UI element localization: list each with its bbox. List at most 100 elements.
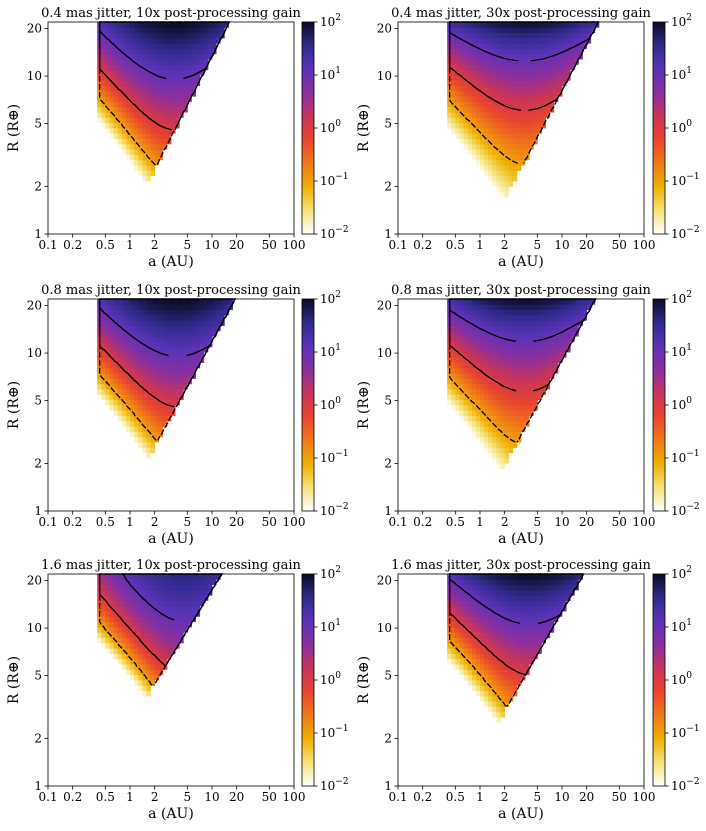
heatmap-cell: [496, 346, 501, 353]
colorbar-tick-label: 10−2: [671, 502, 700, 518]
heatmap-cell: [138, 589, 143, 596]
heatmap-cell: [467, 399, 473, 406]
heatmap-cell: [471, 389, 477, 395]
x-tick-label: 0.1: [38, 238, 57, 252]
heatmap-cell: [459, 64, 464, 71]
heatmap-cell: [447, 383, 452, 390]
heatmap-cell: [212, 314, 217, 321]
heatmap-cell: [508, 22, 514, 28]
heatmap-cell: [480, 632, 485, 638]
heatmap-cell: [146, 117, 151, 124]
heatmap-cell: [179, 621, 184, 628]
heatmap-cell: [158, 627, 164, 633]
heatmap-cell: [203, 346, 209, 353]
heatmap-cell: [537, 394, 542, 401]
heatmap-cell: [480, 722, 485, 729]
heatmap-cell: [504, 159, 510, 166]
heatmap-cell: [525, 69, 530, 76]
heatmap-cell: [496, 59, 501, 65]
heatmap-cell: [142, 165, 147, 171]
heatmap-cell: [175, 85, 180, 92]
heatmap-cell: [504, 632, 510, 638]
heatmap-cell: [101, 175, 106, 182]
heatmap-cell: [134, 685, 139, 691]
heatmap-cell: [187, 579, 192, 585]
heatmap-cell: [578, 574, 583, 580]
heatmap-cell: [179, 106, 184, 113]
heatmap-cell: [142, 320, 147, 326]
heatmap-cell: [154, 584, 160, 591]
heatmap-cell: [475, 685, 481, 691]
heatmap-cell: [191, 80, 196, 86]
heatmap-cell: [162, 320, 168, 326]
heatmap-cell: [475, 463, 481, 469]
heatmap-cell: [516, 574, 522, 580]
heatmap-cell: [447, 399, 452, 406]
heatmap-cell: [113, 32, 119, 39]
heatmap-cell: [142, 22, 147, 28]
heatmap-cell: [105, 330, 110, 337]
heatmap-cell: [97, 106, 102, 113]
heatmap-cell: [154, 59, 160, 65]
heatmap-cell: [521, 53, 526, 60]
heatmap-cell: [130, 664, 135, 670]
heatmap-cell: [109, 642, 114, 649]
heatmap-cell: [529, 389, 534, 395]
heatmap-cell: [191, 584, 196, 591]
heatmap-cell: [480, 405, 485, 411]
heatmap-cell: [475, 75, 481, 81]
heatmap-cell: [125, 399, 131, 406]
heatmap-cell: [166, 373, 172, 379]
y-tick-label: 2: [384, 179, 392, 193]
heatmap-cell: [154, 405, 160, 411]
heatmap-cell: [121, 32, 127, 39]
heatmap-cell: [179, 611, 184, 617]
heatmap-cell: [125, 616, 131, 623]
heatmap-cell: [488, 442, 493, 448]
heatmap-cell: [125, 341, 131, 348]
heatmap-cell: [125, 304, 131, 310]
heatmap-cell: [488, 579, 493, 585]
heatmap-cell: [203, 32, 209, 39]
heatmap-cell: [105, 223, 110, 230]
heatmap-cell: [566, 53, 571, 60]
heatmap-cell: [158, 595, 164, 601]
heatmap-cell: [130, 642, 135, 649]
heatmap-cell: [113, 149, 119, 155]
heatmap-cell: [578, 27, 583, 33]
heatmap-cell: [175, 53, 180, 60]
heatmap-cell: [537, 621, 542, 628]
heatmap-cell: [105, 579, 110, 585]
heatmap-cell: [521, 22, 526, 28]
heatmap-cell: [166, 53, 172, 60]
heatmap-cell: [109, 159, 114, 166]
heatmap-cell: [463, 175, 469, 182]
heatmap-cell: [117, 149, 123, 155]
heatmap-cell: [175, 75, 180, 81]
heatmap-cell: [447, 112, 452, 118]
heatmap-cell: [150, 53, 155, 60]
heatmap-cell: [459, 59, 464, 65]
heatmap-cell: [516, 75, 522, 81]
heatmap-cell: [492, 181, 497, 187]
heatmap-cell: [451, 605, 456, 612]
heatmap-cell: [463, 399, 469, 406]
heatmap-cell: [162, 309, 168, 316]
heatmap-cell: [195, 362, 201, 369]
heatmap-cell: [146, 32, 151, 39]
heatmap-cell: [463, 228, 469, 235]
heatmap-cell: [158, 616, 164, 623]
heatmap-cell: [166, 341, 172, 348]
heatmap-cell: [467, 685, 473, 691]
heatmap-cell: [508, 128, 514, 134]
heatmap-cell: [557, 85, 563, 92]
heatmap-cell: [590, 27, 596, 33]
colorbar-gradient: [301, 21, 315, 235]
heatmap-cell: [150, 64, 155, 71]
heatmap-cell: [117, 399, 123, 406]
heatmap-cell: [541, 330, 546, 337]
heatmap-cell: [146, 658, 151, 665]
heatmap-cell: [471, 473, 477, 480]
heatmap-cell: [105, 170, 110, 177]
heatmap-cell: [484, 59, 489, 65]
